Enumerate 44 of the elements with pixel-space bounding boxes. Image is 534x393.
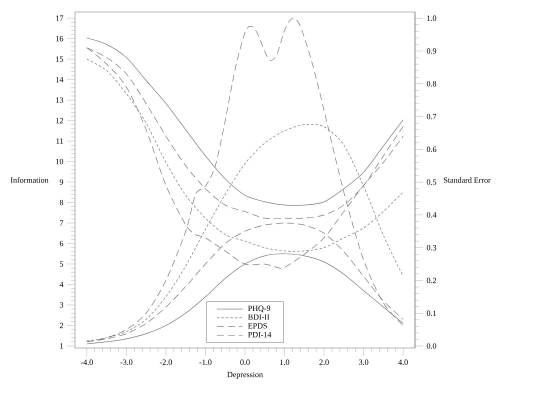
y2-tick-label: 0.1: [426, 310, 436, 316]
legend-label: BDI-II: [248, 314, 270, 320]
y-tick-label: 4: [60, 282, 64, 288]
y-tick-label: 11: [56, 138, 63, 144]
x-tick-label: -2.0: [160, 360, 172, 365]
x-tick-label: -4.0: [80, 360, 93, 365]
legend-label: PHQ-9: [248, 306, 270, 312]
y2-tick-label: 0.3: [426, 244, 436, 250]
y-tick-label: 3: [60, 302, 64, 308]
y2-tick-label: 0.6: [426, 146, 436, 152]
y-axis-title: Information: [10, 177, 48, 183]
x-axis-title: Depression: [227, 372, 263, 379]
y-tick-label: 14: [56, 76, 64, 82]
x-tick-label: -1.0: [199, 360, 212, 365]
y2-tick-label: 0.2: [426, 278, 436, 284]
y-tick-label: 15: [56, 56, 64, 62]
y-tick-label: 13: [56, 97, 64, 103]
y2-tick-label: 1.0: [427, 16, 436, 21]
y-tick-label: 12: [56, 118, 64, 124]
legend-label: EPDS: [248, 323, 267, 329]
y-tick-label: 17: [56, 15, 64, 21]
y-tick-label: 6: [60, 240, 64, 246]
y-tick-label: 16: [56, 36, 64, 42]
y-tick-label: 8: [60, 200, 64, 206]
y2-tick-label: 0.9: [426, 48, 436, 54]
y-tick-label: 1: [60, 343, 63, 349]
y2-tick-label: 0.7: [426, 114, 436, 120]
y-tick-label: 2: [60, 322, 64, 328]
y-tick-label: 5: [60, 261, 64, 267]
x-tick-label: 3.0: [358, 360, 368, 365]
y2-tick-label: 0.8: [426, 81, 436, 86]
y2-tick-label: 0.5: [426, 179, 436, 185]
x-tick-label: 0.0: [240, 360, 250, 365]
x-tick-label: -3.0: [120, 360, 132, 365]
y-tick-label: 10: [56, 158, 64, 164]
y-tick-label: 7: [60, 220, 64, 226]
x-tick-label: 1.0: [280, 360, 290, 365]
x-tick-label: 4.0: [398, 360, 408, 365]
y-tick-label: 9: [60, 179, 64, 185]
y2-tick-label: 0.4: [426, 212, 436, 218]
x-tick-label: 2.0: [319, 360, 329, 365]
y2-axis-title: Standard Error: [444, 177, 491, 183]
legend-label: PDI-14: [248, 332, 272, 338]
y2-tick-label: 0.0: [426, 343, 436, 349]
